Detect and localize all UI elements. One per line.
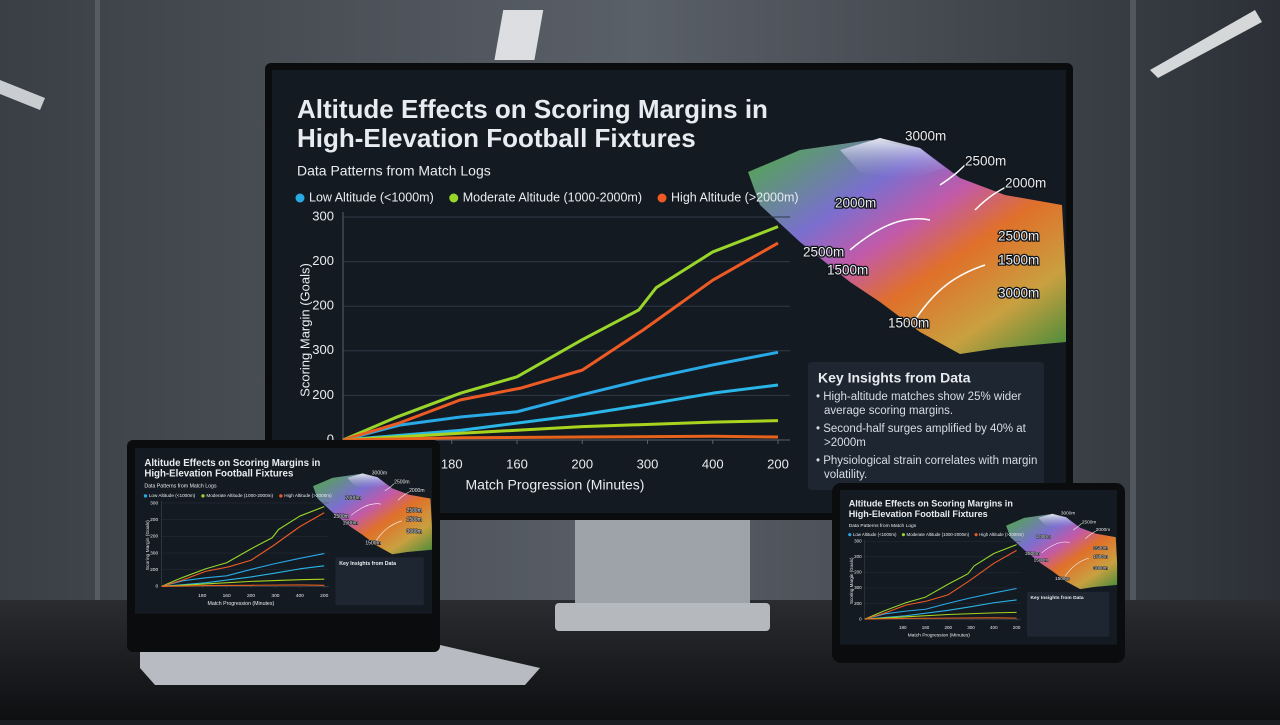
ceiling-light [0, 80, 45, 110]
insight-bullet: • Physiological strain correlates with m… [816, 455, 1038, 481]
ceiling-light [494, 10, 544, 60]
series-line [342, 434, 779, 442]
x-tick-label: 400 [702, 456, 724, 471]
legend-swatch [295, 193, 305, 203]
x-tick-label: 300 [637, 456, 659, 471]
series-line [342, 383, 779, 442]
y-tick-label: 300 [312, 342, 334, 357]
terrain-label: 2000m [835, 196, 876, 211]
insight-bullet: • Second-half surges amplified by 40% at… [816, 423, 1026, 449]
terrain-label: 2500m [803, 245, 844, 260]
terrain-label: 1500m [827, 263, 868, 278]
chart-subtitle: Data Patterns from Match Logs [297, 163, 491, 179]
x-tick-label: 200 [571, 456, 593, 471]
insights-title: Key Insights from Data [818, 370, 971, 386]
laptop-screen [135, 448, 432, 614]
terrain-label: 2500m [998, 229, 1039, 244]
terrain-label: 2500m [965, 154, 1006, 169]
legend-label: Low Altitude (<1000m) [309, 190, 434, 204]
laptop-base [140, 645, 540, 685]
chart-title: High-Elevation Football Fixtures [297, 123, 696, 153]
terrain-map [748, 140, 1066, 354]
y-tick-label: 200 [312, 387, 334, 402]
insights-list: • High-altitude matches show 25% wider a… [814, 390, 1040, 482]
y-tick-label: 0 [327, 431, 334, 446]
legend-label: Moderate Altitude (1000-2000m) [463, 190, 642, 204]
terrain-label: 1500m [998, 253, 1039, 268]
y-tick-label: 300 [312, 208, 334, 223]
monitor-stand [575, 515, 750, 607]
legend-label: High Altitude (>2000m) [671, 190, 799, 204]
terrain-label: 2000m [1005, 176, 1046, 191]
insights-bullets: • High-altitude matches show 25% wider a… [814, 390, 1040, 482]
monitor-base [555, 603, 770, 631]
contour-line [849, 164, 1011, 321]
terrain-peak [840, 138, 945, 180]
glass-frame [1130, 0, 1136, 610]
tablet-screen [840, 490, 1117, 645]
legend-swatch [657, 193, 667, 203]
y-tick-label: 200 [312, 253, 334, 268]
ceiling-light [1150, 10, 1262, 78]
x-tick-label: 180 [441, 456, 463, 471]
monitor-screen: Altitude Effects on Scoring Margins in H… [272, 70, 1066, 513]
terrain-label: 3000m [905, 129, 946, 144]
chart-title: Altitude Effects on Scoring Margins in [297, 94, 768, 124]
insights-panel [808, 362, 1044, 490]
series-line [342, 225, 779, 442]
terrain-label: 3000m [998, 286, 1039, 301]
y-tick-label: 200 [312, 298, 334, 313]
plot: 0 200 300 200 200 300 180 160 200 300 400 200 Low Al… [295, 127, 1048, 471]
series-line [342, 241, 779, 442]
x-axis-label: Match Progression (Minutes) [466, 477, 645, 493]
glass-frame [95, 0, 100, 610]
series-line [342, 350, 779, 442]
series-line [342, 419, 779, 442]
x-tick-label: 200 [767, 456, 789, 471]
x-tick-label: 160 [506, 456, 528, 471]
legend-swatch [449, 193, 459, 203]
y-axis-label: Scoring Margin (Goals) [297, 263, 312, 397]
insight-bullet: • High-altitude matches show 25% wider a… [816, 391, 1022, 417]
terrain-label: 1500m [888, 316, 929, 331]
